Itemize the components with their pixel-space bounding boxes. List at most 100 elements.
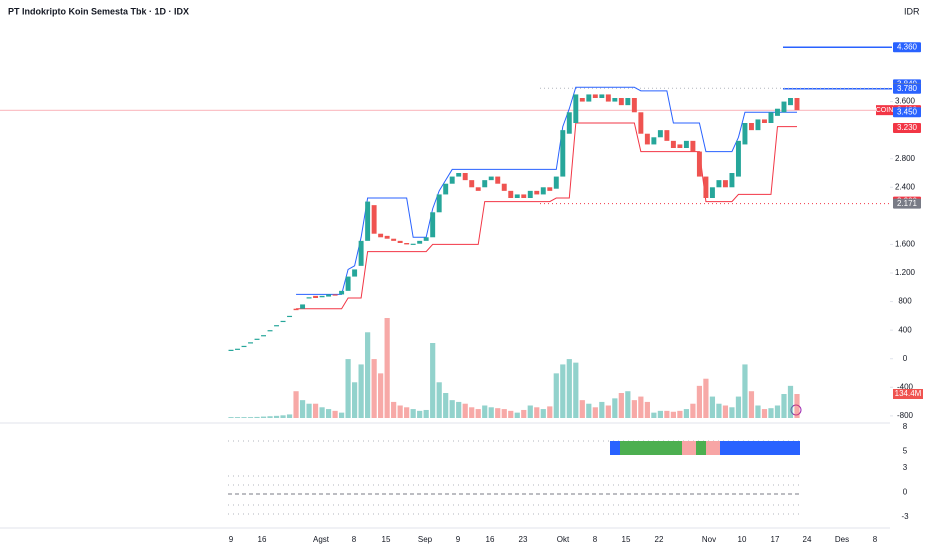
candle-body bbox=[495, 176, 501, 184]
candle-body bbox=[300, 304, 306, 309]
volume-bar bbox=[690, 403, 696, 418]
volume-bar bbox=[501, 409, 507, 418]
candle-body bbox=[462, 173, 468, 181]
y-tick-label: 1.200 bbox=[895, 268, 916, 277]
volume-bar bbox=[547, 406, 553, 418]
volume-bar bbox=[443, 393, 449, 418]
candle-body bbox=[729, 173, 735, 188]
candle-body bbox=[560, 130, 566, 177]
candle-body bbox=[722, 180, 728, 188]
currency: IDR bbox=[904, 6, 920, 16]
y-tick-label: 400 bbox=[898, 325, 912, 334]
candle-body bbox=[592, 94, 598, 98]
x-tick-label: 24 bbox=[803, 535, 812, 544]
volume-bar bbox=[456, 401, 462, 418]
candle-body bbox=[417, 240, 423, 244]
volume-bar bbox=[696, 385, 703, 418]
candle-body bbox=[553, 176, 559, 189]
volume-bar bbox=[228, 417, 234, 418]
candle-body bbox=[625, 98, 631, 106]
volume-bar bbox=[625, 391, 631, 418]
price-label: 2.171 bbox=[897, 199, 918, 208]
candle-body bbox=[482, 180, 488, 188]
candle-body bbox=[755, 119, 761, 131]
candle-body bbox=[319, 295, 325, 298]
volume-bar bbox=[338, 412, 345, 418]
candle-body bbox=[449, 176, 455, 184]
price-label-box bbox=[893, 107, 921, 118]
volume-bar bbox=[358, 364, 364, 418]
x-tick-label: 8 bbox=[352, 535, 357, 544]
volume-bar bbox=[384, 318, 390, 418]
candle-body bbox=[579, 98, 585, 102]
candle-body bbox=[371, 205, 377, 234]
volume-bar bbox=[482, 405, 488, 418]
volume-bar bbox=[755, 405, 761, 418]
volume-bar bbox=[397, 405, 403, 418]
volume-bar bbox=[378, 373, 384, 418]
candle-body bbox=[241, 345, 247, 348]
candle-body bbox=[469, 180, 475, 188]
candle-body bbox=[326, 294, 332, 297]
candle-body bbox=[716, 180, 722, 188]
price-label-box bbox=[893, 83, 921, 94]
x-tick-label: 17 bbox=[771, 535, 780, 544]
volume-bar bbox=[462, 403, 468, 418]
volume-bar bbox=[495, 408, 501, 418]
volume-bar bbox=[787, 385, 794, 418]
candle-body bbox=[384, 235, 390, 239]
candle-body bbox=[709, 187, 715, 198]
x-tick-label: 16 bbox=[486, 535, 495, 544]
price-label: 3.450 bbox=[897, 107, 918, 116]
x-tick-label: 10 bbox=[738, 535, 747, 544]
volume-bar bbox=[729, 407, 735, 418]
candle-body bbox=[514, 194, 520, 198]
volume-bar bbox=[469, 407, 475, 418]
candle-body bbox=[339, 290, 345, 295]
indicator-tick-label: 3 bbox=[903, 463, 908, 472]
candle-body bbox=[534, 190, 540, 195]
candle-body bbox=[280, 320, 286, 323]
candle-body bbox=[436, 194, 442, 213]
x-tick-label: 8 bbox=[593, 535, 598, 544]
indicator-tick-label: 0 bbox=[903, 488, 908, 497]
volume-bar bbox=[599, 401, 605, 418]
volume-bar bbox=[247, 417, 254, 418]
volume-bar bbox=[612, 398, 618, 418]
price-label: 3.780 bbox=[897, 84, 918, 93]
volume-bar bbox=[241, 417, 247, 418]
candle-body bbox=[235, 348, 240, 350]
volume-bar bbox=[254, 416, 260, 418]
candle-body bbox=[768, 112, 774, 123]
symbol-label: COIN bbox=[876, 107, 894, 114]
volume-bar bbox=[794, 394, 800, 418]
volume-bar bbox=[306, 403, 312, 418]
y-tick-label: 800 bbox=[898, 297, 912, 306]
y-tick-label: -800 bbox=[897, 411, 914, 420]
volume-bar bbox=[768, 408, 774, 418]
upper-line bbox=[296, 86, 797, 295]
candle-body bbox=[397, 240, 403, 243]
volume-label-box bbox=[893, 389, 923, 399]
x-tick-label: Des bbox=[835, 535, 849, 544]
x-tick-label: Okt bbox=[557, 535, 570, 544]
volume-bar bbox=[586, 403, 592, 418]
volume-bar bbox=[553, 373, 559, 418]
candle-body bbox=[306, 297, 312, 299]
volume-bar bbox=[664, 410, 670, 418]
volume-bar bbox=[312, 403, 319, 418]
candle-body bbox=[352, 269, 358, 277]
candle-body bbox=[540, 187, 546, 195]
candle-body bbox=[683, 140, 689, 148]
candle-body bbox=[742, 123, 748, 145]
candle-body bbox=[618, 98, 624, 106]
candle-body bbox=[735, 140, 741, 177]
candle-body bbox=[670, 140, 676, 148]
candle-body bbox=[501, 183, 507, 191]
candle-body bbox=[332, 294, 338, 296]
volume-bar bbox=[475, 409, 481, 418]
candle-body bbox=[488, 176, 494, 181]
volume-bar bbox=[410, 409, 416, 418]
candle-body bbox=[274, 325, 280, 327]
indicator-tick-label: -3 bbox=[901, 512, 909, 521]
